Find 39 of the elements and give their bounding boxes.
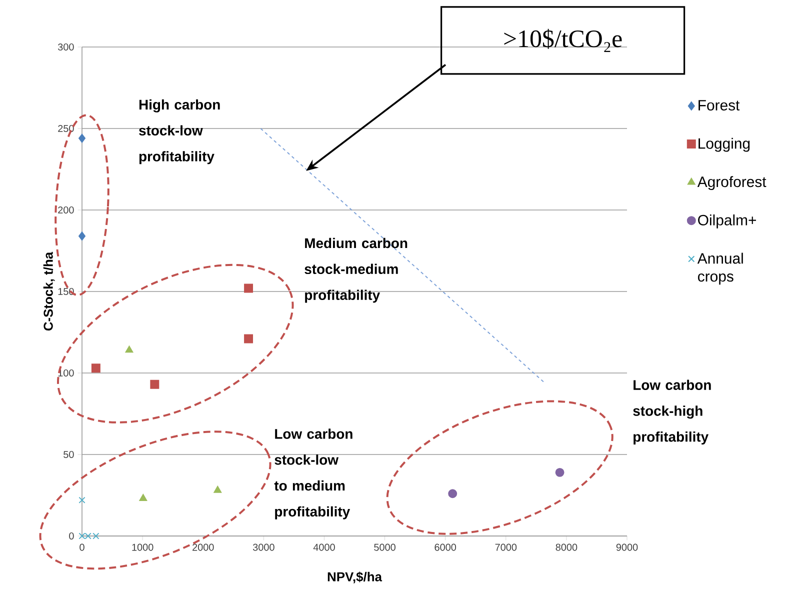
text: Low carbon stock-high profitability xyxy=(633,380,711,445)
point xyxy=(139,494,148,502)
x-tick-label: 7000 xyxy=(495,544,517,551)
y-tick-label: 200 xyxy=(58,206,74,214)
point xyxy=(125,346,134,353)
legend-label: Logging xyxy=(698,138,750,152)
x-tick-label: 6000 xyxy=(434,544,456,551)
x-tick-label: 4000 xyxy=(313,544,335,551)
point xyxy=(214,486,222,493)
legend-label: Oilpalm+ xyxy=(698,214,756,228)
x-tick-label: 0 xyxy=(80,544,84,551)
y-axis-title: C-Stock, t/ha xyxy=(43,252,55,331)
x-tick-label: 2000 xyxy=(192,544,214,551)
y-tick-label: 50 xyxy=(64,450,74,458)
y-tick-label: 0 xyxy=(69,532,74,540)
point xyxy=(244,284,254,293)
point xyxy=(555,468,564,477)
point xyxy=(78,496,86,504)
legend-label: Annual crops xyxy=(697,252,743,285)
annotation: Low carbon stock-low to medium profitability xyxy=(274,428,352,520)
legend-label: Forest xyxy=(698,100,740,111)
point xyxy=(244,334,254,344)
annotation: Medium carbon stock-medium profitability xyxy=(304,238,408,303)
x-tick-label: 9000 xyxy=(616,544,638,551)
y-tick-label: 300 xyxy=(58,43,74,51)
point xyxy=(150,380,160,389)
x-axis-title: NPV,$/ha xyxy=(328,572,382,584)
y-tick-label: 150 xyxy=(58,288,74,296)
x-tick-label: 8000 xyxy=(556,544,578,551)
point xyxy=(91,364,100,373)
x-tick-label: 1000 xyxy=(132,544,154,551)
annotation: >10$/tCO₂e xyxy=(504,28,622,52)
point xyxy=(448,489,458,498)
x-tick-label: 5000 xyxy=(374,544,396,551)
point xyxy=(78,232,86,241)
legend-label: Agroforest xyxy=(697,176,766,190)
x-tick-label: 3000 xyxy=(252,544,274,551)
point xyxy=(78,134,86,143)
annotation: High carbon stock-low profitability xyxy=(139,99,220,164)
